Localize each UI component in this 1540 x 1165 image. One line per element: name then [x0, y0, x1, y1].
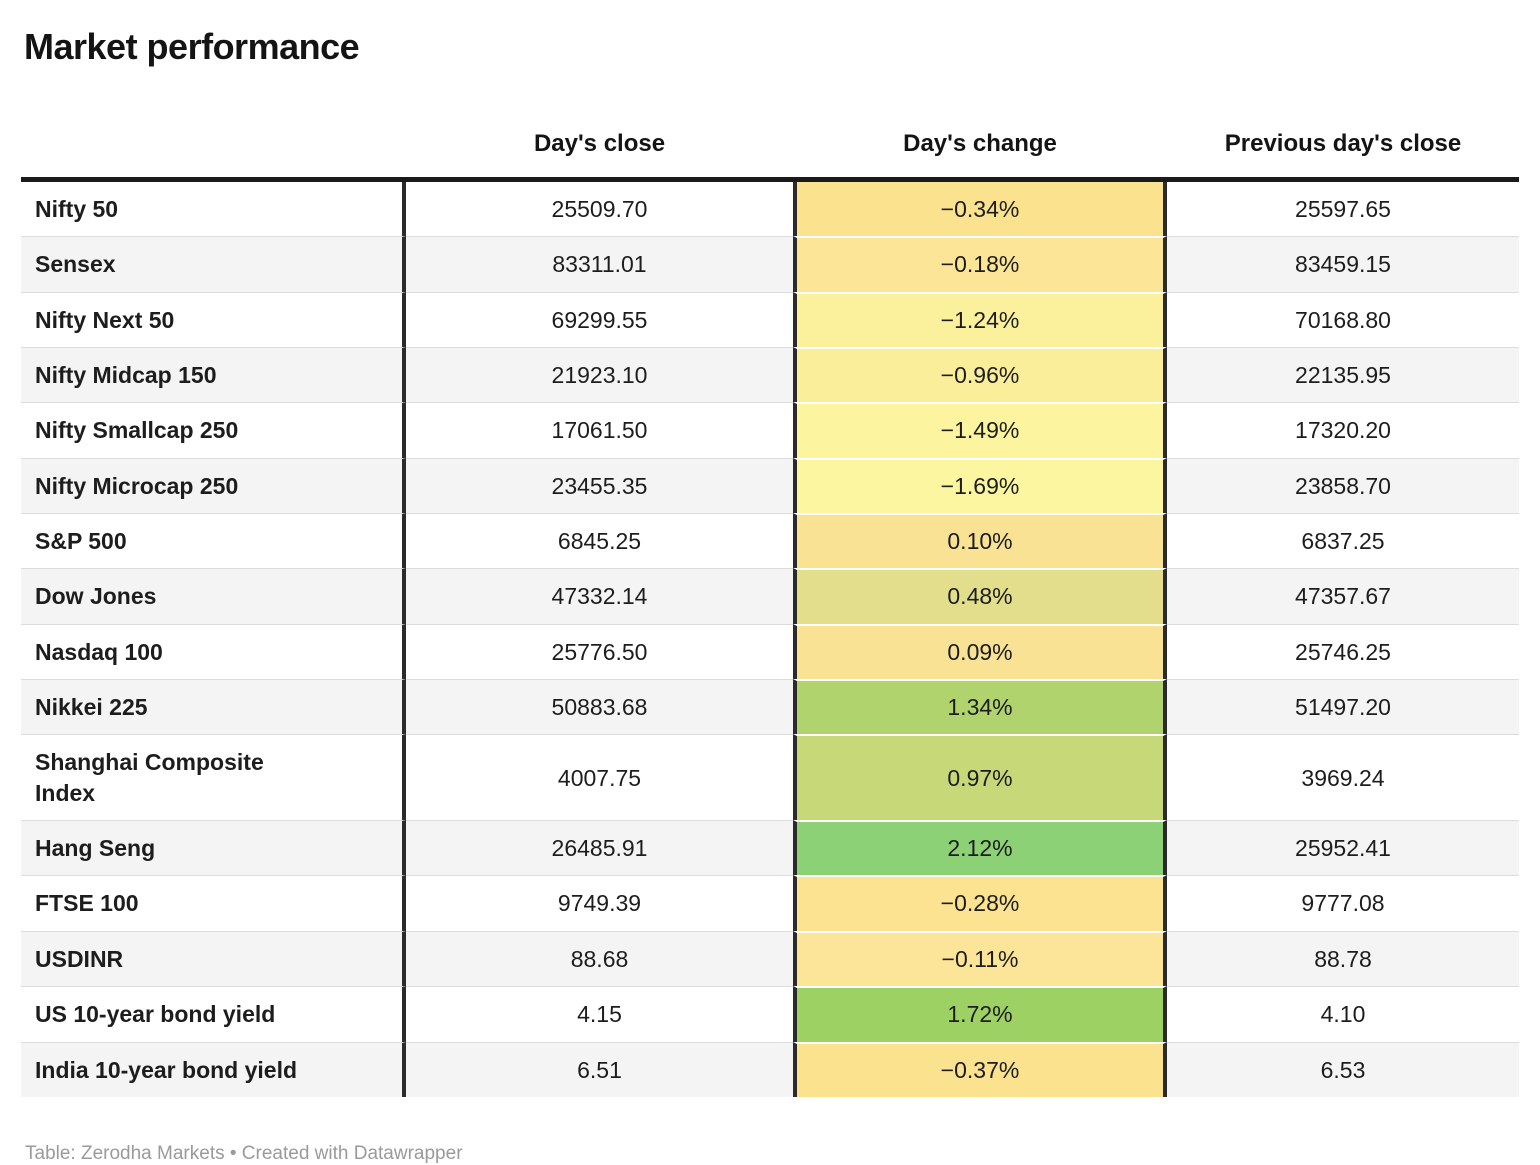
- previous-days-close-value: 23858.70: [1167, 457, 1519, 513]
- row-label: Sensex: [21, 236, 406, 292]
- table-body: Nifty 50 25509.70 −0.34% 25597.65 Sensex 8331…: [21, 181, 1519, 1097]
- table-row: Dow Jones 47332.14 0.48% 47357.67: [21, 568, 1519, 624]
- days-close-value: 69299.55: [406, 291, 793, 347]
- previous-days-close-value: 25952.41: [1167, 820, 1519, 876]
- row-label: Nifty 50: [21, 181, 406, 237]
- row-label: Nasdaq 100: [21, 623, 406, 680]
- row-label: Nikkei 225: [21, 679, 406, 735]
- table-row: Nifty 50 25509.70 −0.34% 25597.65: [21, 181, 1519, 237]
- days-change-value: 2.12%: [793, 820, 1167, 876]
- table-row: Nifty Midcap 150 21923.10 −0.96% 22135.95: [21, 346, 1519, 403]
- row-label: Shanghai Composite Index: [21, 734, 406, 821]
- days-change-value: 1.34%: [793, 679, 1167, 735]
- previous-days-close-value: 6.53: [1167, 1041, 1519, 1097]
- days-change-value: 0.09%: [793, 623, 1167, 680]
- table-row: Hang Seng 26485.91 2.12% 25952.41: [21, 820, 1519, 876]
- row-label: Nifty Midcap 150: [21, 346, 406, 403]
- days-change-value: 0.10%: [793, 512, 1167, 569]
- row-label: Nifty Smallcap 250: [21, 402, 406, 458]
- page-title: Market performance: [24, 26, 360, 67]
- previous-days-close-value: 17320.20: [1167, 402, 1519, 458]
- table-row: FTSE 100 9749.39 −0.28% 9777.08: [21, 875, 1519, 931]
- days-close-value: 4007.75: [406, 734, 793, 821]
- previous-days-close-value: 70168.80: [1167, 291, 1519, 347]
- days-change-value: −1.49%: [793, 402, 1167, 458]
- days-change-value: −0.37%: [793, 1041, 1167, 1097]
- column-header-days-change: Day's change: [903, 130, 1057, 157]
- table-row: USDINR 88.68 −0.11% 88.78: [21, 930, 1519, 987]
- market-performance-table: Day's close Day's change Previous day's …: [21, 102, 1519, 1097]
- days-change-value: −0.28%: [793, 875, 1167, 931]
- days-close-value: 25509.70: [406, 181, 793, 237]
- days-close-value: 6845.25: [406, 512, 793, 569]
- previous-days-close-value: 6837.25: [1167, 512, 1519, 569]
- days-close-value: 6.51: [406, 1041, 793, 1097]
- previous-days-close-value: 51497.20: [1167, 679, 1519, 735]
- table-footer-credit: Table: Zerodha Markets • Created with Da…: [25, 1142, 463, 1164]
- days-change-value: −0.34%: [793, 181, 1167, 237]
- days-close-value: 47332.14: [406, 568, 793, 624]
- table-row: India 10-year bond yield 6.51 −0.37% 6.53: [21, 1041, 1519, 1097]
- row-label: Nifty Next 50: [21, 291, 406, 347]
- previous-days-close-value: 25597.65: [1167, 181, 1519, 237]
- row-label: Nifty Microcap 250: [21, 457, 406, 513]
- row-label: Hang Seng: [21, 820, 406, 876]
- table-row: Nikkei 225 50883.68 1.34% 51497.20: [21, 679, 1519, 735]
- previous-days-close-value: 83459.15: [1167, 236, 1519, 292]
- days-change-value: 0.97%: [793, 734, 1167, 821]
- table-row: Nifty Next 50 69299.55 −1.24% 70168.80: [21, 291, 1519, 347]
- table-row: Shanghai Composite Index 4007.75 0.97% 3969.…: [21, 734, 1519, 821]
- previous-days-close-value: 9777.08: [1167, 875, 1519, 931]
- column-header-days-close: Day's close: [533, 130, 666, 157]
- table-header-row: Day's close Day's change Previous day's …: [21, 102, 1519, 182]
- days-change-value: 0.48%: [793, 568, 1167, 624]
- days-close-value: 21923.10: [406, 346, 793, 403]
- table-row: Nasdaq 100 25776.50 0.09% 25746.25: [21, 623, 1519, 680]
- column-header-previous-days-close: Previous day's close: [1224, 130, 1462, 157]
- previous-days-close-value: 4.10: [1167, 986, 1519, 1042]
- row-label: India 10-year bond yield: [21, 1041, 406, 1097]
- days-close-value: 17061.50: [406, 402, 793, 458]
- table-row: Nifty Smallcap 250 17061.50 −1.49% 17320.20: [21, 402, 1519, 458]
- days-close-value: 23455.35: [406, 457, 793, 513]
- days-close-value: 4.15: [406, 986, 793, 1042]
- previous-days-close-value: 3969.24: [1167, 734, 1519, 821]
- days-close-value: 83311.01: [406, 236, 793, 292]
- days-close-value: 26485.91: [406, 820, 793, 876]
- days-close-value: 50883.68: [406, 679, 793, 735]
- days-change-value: −0.96%: [793, 346, 1167, 403]
- row-label: FTSE 100: [21, 875, 406, 931]
- days-change-value: 1.72%: [793, 986, 1167, 1042]
- table-row: S&P 500 6845.25 0.10% 6837.25: [21, 512, 1519, 569]
- days-close-value: 88.68: [406, 930, 793, 987]
- row-label: USDINR: [21, 930, 406, 987]
- days-close-value: 25776.50: [406, 623, 793, 680]
- row-label: S&P 500: [21, 512, 406, 569]
- previous-days-close-value: 88.78: [1167, 930, 1519, 987]
- previous-days-close-value: 25746.25: [1167, 623, 1519, 680]
- row-label: US 10-year bond yield: [21, 986, 406, 1042]
- previous-days-close-value: 22135.95: [1167, 346, 1519, 403]
- days-change-value: −1.24%: [793, 291, 1167, 347]
- days-change-value: −1.69%: [793, 457, 1167, 513]
- days-change-value: −0.11%: [793, 930, 1167, 987]
- previous-days-close-value: 47357.67: [1167, 568, 1519, 624]
- table-row: Sensex 83311.01 −0.18% 83459.15: [21, 236, 1519, 292]
- row-label: Dow Jones: [21, 568, 406, 624]
- days-close-value: 9749.39: [406, 875, 793, 931]
- table-row: Nifty Microcap 250 23455.35 −1.69% 23858.70: [21, 457, 1519, 513]
- column-header-empty: [21, 131, 406, 177]
- table-row: US 10-year bond yield 4.15 1.72% 4.10: [21, 986, 1519, 1042]
- days-change-value: −0.18%: [793, 236, 1167, 292]
